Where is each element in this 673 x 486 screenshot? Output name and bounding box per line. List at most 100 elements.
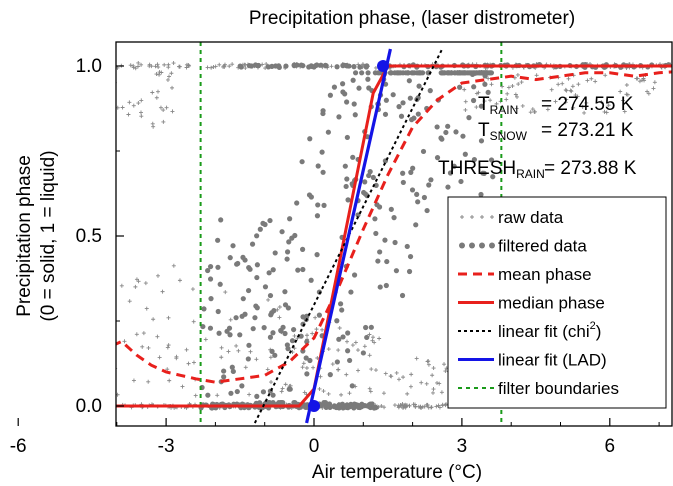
- raw-data-point: [0, 97, 4, 101]
- filtered-data-point: [314, 213, 321, 219]
- raw-data-point: [171, 263, 176, 268]
- filtered-data-point: [217, 281, 223, 287]
- raw-data-point: [44, 65, 48, 69]
- raw-data-point: [379, 404, 384, 409]
- y-axis-label-line1: Precipitation phase: [14, 155, 35, 317]
- raw-data-point: [489, 82, 494, 87]
- raw-data-point: [437, 405, 442, 410]
- raw-data-point: [93, 341, 97, 345]
- raw-data-point: [190, 287, 195, 292]
- raw-data-point: [367, 386, 372, 391]
- x-tick-label: -6: [10, 436, 27, 457]
- raw-data-point: [11, 405, 15, 409]
- filtered-data-point: [334, 359, 340, 365]
- lad-fit-marker: [308, 400, 320, 412]
- raw-data-point: [146, 345, 151, 350]
- legend-swatch-filtered: [469, 242, 475, 249]
- raw-data-point: [203, 337, 208, 342]
- filtered-data-point: [270, 330, 276, 336]
- raw-data-point: [292, 333, 297, 338]
- raw-data-point: [431, 387, 436, 392]
- raw-data-point: [217, 62, 222, 67]
- raw-data-point: [243, 365, 248, 370]
- raw-data-point: [154, 95, 159, 100]
- raw-data-point: [436, 403, 441, 408]
- legend-swatch-filtered: [459, 242, 465, 249]
- filtered-data-point: [323, 63, 329, 69]
- filtered-data-point: [221, 374, 227, 380]
- filtered-data-point: [416, 83, 422, 89]
- raw-data-point: [154, 72, 159, 77]
- filtered-data-point: [424, 207, 430, 214]
- raw-data-point: [31, 404, 35, 408]
- raw-data-point: [530, 107, 535, 112]
- filtered-data-point: [279, 229, 285, 235]
- raw-data-point: [136, 101, 141, 106]
- filtered-data-point: [286, 239, 292, 245]
- raw-data-point: [47, 89, 51, 93]
- raw-data-point: [21, 403, 25, 407]
- raw-data-point: [553, 99, 558, 104]
- raw-data-point: [566, 76, 571, 81]
- raw-data-point: [31, 402, 35, 406]
- filtered-data-point: [375, 258, 381, 264]
- raw-data-point: [405, 391, 410, 396]
- legend-label-sup: 2: [590, 320, 596, 332]
- raw-data-point: [575, 94, 580, 99]
- filtered-data-point: [245, 287, 252, 294]
- raw-data-point: [131, 103, 136, 108]
- raw-data-point: [102, 213, 106, 217]
- filtered-data-point: [304, 339, 310, 345]
- raw-data-point: [170, 109, 175, 114]
- raw-data-point: [430, 373, 435, 378]
- filtered-data-point: [400, 100, 406, 106]
- raw-data-point: [165, 77, 170, 82]
- raw-data-point: [105, 238, 109, 242]
- filtered-data-point: [357, 64, 363, 70]
- raw-data-point: [151, 317, 156, 322]
- raw-data-point: [0, 110, 2, 114]
- raw-data-point: [269, 380, 274, 385]
- filtered-data-point: [400, 170, 406, 176]
- axis-ticks: -6 -3 0 3 6 0.0 0.5 1.0: [10, 56, 660, 457]
- raw-data-point: [66, 404, 70, 408]
- raw-data-point: [19, 62, 23, 66]
- filtered-data-point: [446, 70, 452, 76]
- filtered-data-point: [318, 62, 324, 68]
- raw-data-point: [164, 105, 169, 110]
- raw-data-point: [32, 373, 36, 377]
- raw-data-point: [425, 359, 430, 364]
- thresh-main: THRESH: [438, 158, 516, 179]
- t-rain-main: T: [478, 94, 490, 115]
- raw-data-point: [373, 368, 378, 373]
- filtered-data-point: [233, 315, 239, 321]
- filtered-data-point: [364, 334, 370, 341]
- y-tick-label: 0.5: [76, 226, 102, 247]
- filtered-data-point: [320, 169, 326, 175]
- legend-label: linear fit (chi2): [498, 320, 601, 341]
- raw-data-point: [8, 405, 12, 409]
- filtered-data-point: [376, 204, 383, 210]
- raw-data-point: [564, 88, 569, 93]
- filtered-data-point: [228, 390, 234, 396]
- filtered-data-point: [215, 264, 221, 270]
- x-tick-label: -3: [158, 436, 175, 457]
- raw-data-point: [435, 380, 440, 385]
- svg-text:TSNOW: TSNOW: [478, 120, 528, 143]
- filtered-data-point: [349, 383, 355, 389]
- filtered-data-point: [254, 274, 260, 281]
- filtered-data-point: [345, 348, 351, 354]
- raw-data-point: [17, 406, 21, 410]
- filtered-data-point: [262, 221, 268, 228]
- filtered-data-point: [331, 84, 338, 90]
- filtered-data-point: [283, 63, 289, 69]
- filtered-data-point: [237, 63, 243, 69]
- filtered-data-point: [218, 217, 224, 223]
- raw-data-point: [14, 405, 18, 409]
- thresh-sub: RAIN: [516, 167, 545, 181]
- raw-data-point: [301, 361, 306, 366]
- raw-data-point: [205, 65, 210, 70]
- raw-data-point: [589, 76, 594, 81]
- raw-data-point: [30, 105, 34, 109]
- filtered-data-point: [443, 129, 449, 136]
